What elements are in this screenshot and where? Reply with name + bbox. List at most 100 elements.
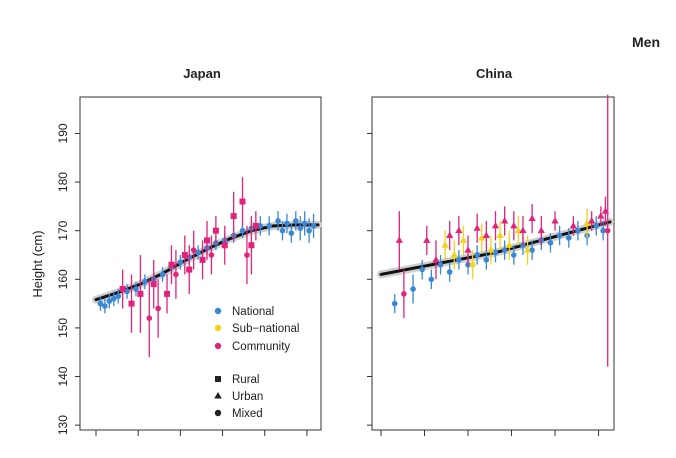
legend-label-rural: Rural — [232, 374, 259, 386]
point-marker — [252, 222, 259, 229]
point-marker — [456, 257, 462, 263]
data-point — [395, 211, 403, 270]
y-tick-label: 130 — [56, 415, 70, 435]
y-tick-label: 190 — [56, 123, 70, 143]
data-point — [173, 250, 179, 299]
data-point — [310, 213, 317, 238]
data-point — [177, 254, 184, 270]
data-point — [124, 284, 130, 299]
data-point — [186, 245, 193, 294]
point-marker — [423, 236, 431, 243]
data-point — [575, 220, 581, 241]
point-marker — [239, 198, 246, 205]
legend-label-subnational: Sub−national — [232, 323, 299, 335]
x-axis-china — [380, 430, 600, 436]
point-marker — [284, 220, 290, 227]
point-marker — [150, 281, 157, 288]
data-point — [306, 218, 312, 243]
data-point — [511, 245, 517, 265]
data-point — [239, 223, 246, 238]
point-marker — [119, 286, 126, 293]
data-point — [523, 235, 532, 265]
point-marker — [600, 227, 606, 234]
data-point — [239, 177, 246, 226]
data-point — [432, 240, 440, 280]
data-point — [501, 240, 508, 260]
data-point — [537, 216, 545, 246]
data-point — [199, 240, 206, 280]
data-point — [110, 291, 117, 307]
point-marker — [230, 213, 237, 220]
data-point — [297, 216, 304, 241]
panel-japan: Japan Height (cm) 130140150160170180190 … — [30, 66, 322, 436]
point-marker — [583, 219, 591, 226]
legend-marker-subnational — [214, 324, 222, 332]
point-marker — [110, 295, 117, 302]
data-point — [459, 225, 468, 255]
point-marker — [575, 227, 581, 234]
data-point — [106, 293, 113, 309]
point-marker — [186, 266, 193, 273]
point-marker — [474, 252, 480, 258]
point-marker — [293, 218, 299, 224]
point-marker — [501, 216, 509, 224]
point-marker — [102, 303, 108, 309]
point-marker — [199, 256, 206, 263]
point-marker — [142, 278, 148, 285]
data-point — [528, 203, 536, 234]
point-marker — [391, 300, 398, 307]
legend-marker-urban — [214, 392, 222, 399]
data-point — [583, 208, 591, 238]
data-point — [496, 220, 504, 251]
legend-marker-rural — [215, 376, 221, 382]
data-point — [519, 216, 527, 246]
point-marker — [441, 241, 449, 248]
point-marker — [106, 298, 113, 304]
legend-label-urban: Urban — [232, 391, 263, 403]
data-point — [437, 254, 444, 275]
data-point — [204, 220, 210, 260]
point-marker — [428, 276, 435, 283]
data-point — [597, 206, 605, 226]
data-point — [155, 279, 161, 338]
point-marker — [514, 226, 522, 234]
point-marker — [208, 252, 215, 258]
point-marker — [483, 257, 490, 263]
point-marker — [257, 223, 264, 229]
data-point — [593, 216, 600, 236]
point-marker — [501, 247, 508, 253]
point-marker — [446, 231, 454, 239]
data-point — [492, 242, 499, 263]
point-marker — [128, 300, 135, 307]
point-marker — [455, 226, 463, 234]
point-marker — [155, 305, 161, 312]
data-point — [97, 296, 104, 311]
point-marker — [478, 233, 486, 241]
data-point — [133, 281, 139, 297]
data-point — [600, 220, 606, 241]
data-point — [391, 293, 398, 314]
data-point — [115, 289, 121, 304]
point-marker — [115, 293, 121, 300]
data-point — [410, 274, 416, 304]
x-axis-japan — [95, 430, 308, 436]
data-point — [266, 216, 272, 236]
point-marker — [297, 225, 304, 232]
point-marker — [450, 250, 458, 258]
y-axis-china — [367, 132, 372, 426]
data-point — [195, 245, 201, 260]
data-point — [455, 216, 463, 246]
point-marker — [244, 252, 250, 258]
data-point — [428, 269, 435, 290]
y-tick-label: 140 — [56, 366, 70, 386]
data-point — [478, 223, 486, 253]
data-point — [588, 211, 596, 231]
data-point — [221, 225, 228, 265]
point-marker — [124, 288, 130, 295]
data-point — [146, 279, 153, 358]
data-point — [469, 250, 476, 280]
y-axis-title: Height (cm) — [30, 230, 45, 297]
point-marker — [551, 216, 559, 224]
panel-title-japan: Japan — [183, 66, 221, 81]
data-point — [464, 235, 472, 265]
